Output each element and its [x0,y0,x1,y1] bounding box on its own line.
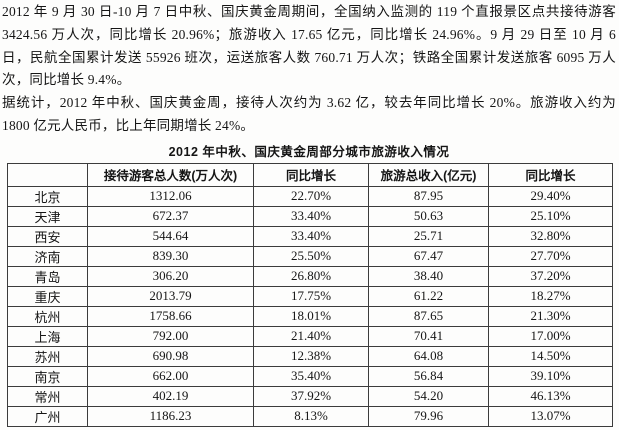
visitor-growth-cell: 8.13% [253,405,369,427]
revenue-cell: 87.95 [368,185,489,207]
city-cell: 杭州 [7,305,88,327]
visitors-cell: 839.30 [87,245,254,267]
visitor-growth-cell: 18.01% [253,305,369,327]
revenue-cell: 50.63 [368,205,489,227]
revenue-growth-cell: 18.27% [488,285,613,307]
visitor-growth-cell: 35.40% [253,365,369,387]
table-row: 天津 672.37 33.40% 50.63 25.10% [7,205,613,227]
city-cell: 常州 [7,385,88,407]
city-cell: 西安 [7,225,88,247]
revenue-growth-cell: 29.40% [488,185,613,207]
table-row: 重庆 2013.79 17.75% 61.22 18.27% [7,285,613,307]
city-cell: 苏州 [7,345,88,367]
visitors-cell: 402.19 [87,385,254,407]
visitors-cell: 306.20 [87,265,254,287]
visitor-growth-cell: 17.75% [253,285,369,307]
table-row: 常州 402.19 37.92% 54.20 46.13% [7,385,613,407]
visitor-growth-cell: 37.92% [253,385,369,407]
revenue-cell: 64.08 [368,345,489,367]
revenue-cell: 61.22 [368,285,489,307]
visitors-cell: 2013.79 [87,285,254,307]
revenue-growth-cell: 17.00% [488,325,613,347]
visitors-cell: 662.00 [87,365,254,387]
revenue-cell: 38.40 [368,265,489,287]
city-cell: 上海 [7,325,88,347]
revenue-growth-cell: 27.70% [488,245,613,267]
visitors-cell: 1312.06 [87,185,254,207]
table-row: 北京 1312.06 22.70% 87.95 29.40% [7,185,613,207]
table-row: 广州 1186.23 8.13% 79.96 13.07% [7,405,613,427]
visitor-growth-cell: 25.50% [253,245,369,267]
paragraph-national-statistics: 据统计，2012 年中秋、国庆黄金周，接待人次约为 3.62 亿，较去年同比增长… [2,95,616,133]
table-row: 上海 792.00 21.40% 70.41 17.00% [7,325,613,347]
visitor-growth-cell: 33.40% [253,205,369,227]
city-header-cell [7,162,88,187]
table-row: 杭州 1758.66 18.01% 87.65 21.30% [7,305,613,327]
city-tourism-revenue-table: 接待游客总人数(万人次) 同比增长 旅游总收入(亿元) 同比增长 北京 1312.06 2… [7,162,613,427]
visitors-cell: 690.98 [87,345,254,367]
city-cell: 青岛 [7,265,88,287]
visitors-cell: 1758.66 [87,305,254,327]
city-cell: 广州 [7,405,88,427]
table-row: 南京 662.00 35.40% 56.84 39.10% [7,365,613,387]
city-cell: 重庆 [7,285,88,307]
table-body: 北京 1312.06 22.70% 87.95 29.40% 天津 672.37 33.40%… [7,185,613,427]
revenue-cell: 56.84 [368,365,489,387]
visitor-growth-header-cell: 同比增长 [253,162,369,187]
table-row: 济南 839.30 25.50% 67.47 27.70% [7,245,613,267]
revenue-growth-cell: 14.50% [488,345,613,367]
revenue-growth-cell: 25.10% [488,205,613,227]
revenue-growth-cell: 21.30% [488,305,613,327]
revenue-growth-header-cell: 同比增长 [488,162,613,187]
visitors-cell: 792.00 [87,325,254,347]
table-row: 青岛 306.20 26.80% 38.40 37.20% [7,265,613,287]
visitor-growth-cell: 12.38% [253,345,369,367]
revenue-cell: 25.71 [368,225,489,247]
revenue-cell: 54.20 [368,385,489,407]
revenue-growth-cell: 37.20% [488,265,613,287]
table-row: 苏州 690.98 12.38% 64.08 14.50% [7,345,613,367]
revenue-growth-cell: 39.10% [488,365,613,387]
visitors-header-cell: 接待游客总人数(万人次) [87,162,254,187]
revenue-growth-cell: 13.07% [488,405,613,427]
revenue-cell: 87.65 [368,305,489,327]
revenue-cell: 70.41 [368,325,489,347]
revenue-growth-cell: 32.80% [488,225,613,247]
visitor-growth-cell: 21.40% [253,325,369,347]
revenue-cell: 67.47 [368,245,489,267]
revenue-cell: 79.96 [368,405,489,427]
city-cell: 天津 [7,205,88,227]
visitors-cell: 1186.23 [87,405,254,427]
table-row: 西安 544.64 33.40% 25.71 32.80% [7,225,613,247]
city-cell: 南京 [7,365,88,387]
table-header-row: 接待游客总人数(万人次) 同比增长 旅游总收入(亿元) 同比增长 [7,162,613,187]
city-cell: 北京 [7,185,88,207]
visitor-growth-cell: 33.40% [253,225,369,247]
city-cell: 济南 [7,245,88,267]
visitors-cell: 672.37 [87,205,254,227]
visitor-growth-cell: 26.80% [253,265,369,287]
revenue-header-cell: 旅游总收入(亿元) [368,162,489,187]
table-title: 2012 年中秋、国庆黄金周部分城市旅游收入情况 [168,144,450,159]
visitors-cell: 544.64 [87,225,254,247]
visitor-growth-cell: 22.70% [253,185,369,207]
paragraph-golden-week-overview: 2012 年 9 月 30 日-10 月 7 日中秋、国庆黄金周期间，全国纳入监… [2,4,616,88]
revenue-growth-cell: 46.13% [488,385,613,407]
